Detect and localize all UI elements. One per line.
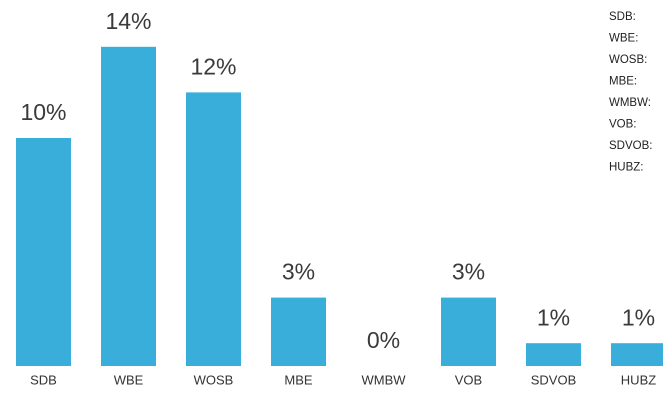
bar xyxy=(441,297,496,366)
legend-entry: MBE: xyxy=(609,76,637,88)
value-label: 10% xyxy=(20,99,66,125)
bar xyxy=(101,46,156,367)
legend-entry: WOSB: xyxy=(609,54,647,66)
legend-entry: SDB: xyxy=(609,11,636,23)
x-tick-label: WBE xyxy=(114,372,144,387)
x-tick-label: WMBW xyxy=(361,372,406,387)
x-tick-label: WOSB xyxy=(194,372,234,387)
x-tick-label: SDVOB xyxy=(531,372,577,387)
value-label: 1% xyxy=(622,304,655,330)
bar xyxy=(186,92,241,367)
value-label: 14% xyxy=(105,8,151,34)
bar xyxy=(271,297,326,366)
legend-entry: WBE: xyxy=(609,33,638,45)
legend-entry: WMBW: xyxy=(609,97,651,109)
legend-entry: VOB: xyxy=(609,119,636,131)
x-tick-label: SDB xyxy=(30,372,57,387)
bar xyxy=(526,343,581,366)
legend-entry: SDVOB: xyxy=(609,140,652,152)
value-label: 1% xyxy=(537,304,570,330)
value-label: 12% xyxy=(190,53,236,79)
value-label: 3% xyxy=(282,259,315,285)
legend-entry: HUBZ: xyxy=(609,162,644,174)
x-tick-label: HUBZ xyxy=(621,372,656,387)
value-label: 0% xyxy=(367,327,400,353)
bar xyxy=(611,343,663,366)
x-tick-label: VOB xyxy=(455,372,482,387)
bar xyxy=(16,138,71,366)
value-label: 3% xyxy=(452,259,485,285)
x-tick-label: MBE xyxy=(284,372,313,387)
